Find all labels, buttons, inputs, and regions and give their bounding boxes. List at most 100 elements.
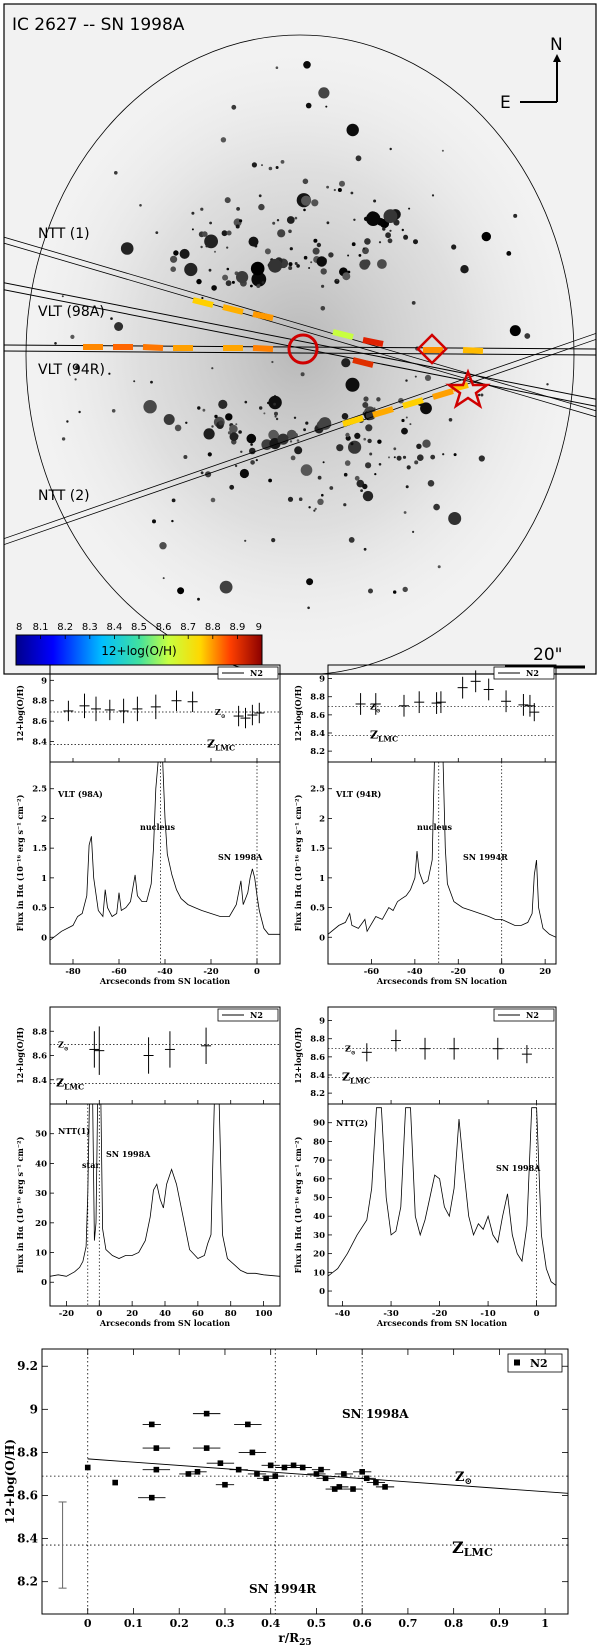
- x-tick-label: 0: [254, 967, 260, 977]
- x-axis-label: Arcseconds from SN location: [99, 976, 230, 986]
- hii-region: [300, 464, 313, 476]
- flux-y-tick-label: 2.5: [310, 785, 325, 795]
- x-tick-label: -40: [157, 967, 172, 977]
- hii-region: [292, 432, 298, 438]
- y-tick-label: 9: [30, 1402, 38, 1416]
- hii-region: [200, 207, 204, 211]
- hii-region: [383, 209, 398, 224]
- hii-region: [288, 262, 293, 267]
- x-tick-label: 0.3: [215, 1617, 234, 1630]
- abund-y-tick-label: 8.8: [310, 693, 325, 703]
- hii-region: [321, 284, 325, 288]
- hii-region: [197, 406, 201, 410]
- abund-y-tick-label: 8.8: [32, 697, 47, 707]
- hii-region: [431, 194, 435, 197]
- x-tick-label: 0.7: [398, 1617, 417, 1630]
- hii-region: [202, 231, 208, 237]
- hii-region: [329, 486, 334, 490]
- x-tick-label: -20: [203, 967, 218, 977]
- x-tick-label: 80: [225, 1309, 237, 1319]
- hii-region: [208, 268, 212, 272]
- hii-region: [108, 372, 111, 375]
- y-tick-label: 8.6: [17, 1489, 38, 1503]
- hii-region: [218, 399, 228, 409]
- nucleus-label: nucleus: [417, 822, 452, 832]
- hii-region: [268, 395, 282, 410]
- hii-region: [288, 229, 292, 234]
- hii-region: [226, 246, 229, 249]
- flux-y-tick-label: 50: [35, 1130, 47, 1140]
- zlmc-label: ZLMC: [370, 729, 398, 744]
- hii-region: [286, 216, 295, 224]
- hii-region: [402, 455, 407, 459]
- legend-marker: [514, 1359, 520, 1366]
- hii-region: [111, 409, 116, 413]
- flux-y-tick-label: 50: [313, 1194, 325, 1204]
- sn-label: SN 1998A: [496, 1163, 541, 1173]
- x-tick-label: -80: [65, 967, 80, 977]
- x-tick-label: 0: [84, 1617, 92, 1630]
- abund-y-tick-label: 8.8: [32, 1027, 47, 1037]
- hii-region: [258, 203, 265, 211]
- hii-region: [70, 334, 75, 339]
- data-point: [217, 1460, 224, 1466]
- hii-region: [367, 438, 372, 444]
- hii-region: [389, 229, 392, 232]
- hii-region: [204, 234, 219, 249]
- hii-region: [301, 195, 312, 206]
- hii-region: [389, 147, 392, 151]
- legend-box: [507, 1353, 563, 1373]
- hii-region: [120, 242, 134, 255]
- x-tick-label: -60: [111, 967, 126, 977]
- sn-label: SN 1998A: [218, 852, 263, 862]
- hii-region: [179, 248, 190, 259]
- hii-region: [294, 216, 298, 220]
- legend-box: [493, 666, 555, 680]
- hii-region: [61, 437, 66, 441]
- abund-y-tick-label: 8.4: [310, 729, 325, 739]
- hii-region: [427, 480, 435, 487]
- hii-region: [235, 224, 240, 229]
- hii-region: [377, 439, 382, 444]
- hii-region: [271, 538, 276, 543]
- data-point: [318, 1466, 324, 1473]
- hii-region: [393, 447, 397, 451]
- hii-region: [420, 402, 432, 415]
- hii-region: [308, 267, 311, 269]
- hii-region: [236, 271, 249, 284]
- hii-region: [268, 166, 273, 171]
- data-point: [84, 1464, 91, 1471]
- sn1994r-label: SN 1994R: [249, 1582, 317, 1596]
- y-tick-label: 8.4: [17, 1532, 38, 1546]
- x-tick-label: 40: [159, 1309, 171, 1319]
- hii-region: [202, 408, 206, 412]
- abund-y-axis-label: 12+log(O/H): [293, 685, 303, 742]
- x-axis-label: r/R25: [278, 1631, 311, 1648]
- data-point: [254, 1471, 260, 1477]
- data-point: [245, 1421, 251, 1428]
- abundance-dashes: [83, 297, 484, 427]
- hii-region: [197, 597, 200, 601]
- hii-region: [362, 490, 374, 502]
- data-point: [194, 1469, 201, 1475]
- x-tick-label: 0: [499, 967, 505, 977]
- hii-region: [409, 423, 412, 426]
- hii-region: [303, 255, 308, 260]
- hii-region: [238, 430, 242, 434]
- hii-region: [347, 254, 350, 257]
- zlmc-label-main: Z: [56, 1076, 64, 1089]
- hii-region: [343, 472, 348, 477]
- flux-y-tick-label: 30: [35, 1189, 47, 1199]
- spectrum-panel-vlt98a: -80 -60 -40 -20 0 Arcseconds from SN location…: [15, 664, 281, 986]
- data-point: [148, 1421, 155, 1428]
- zsun-label-sub: ⊙: [376, 709, 381, 715]
- data-point: [153, 1445, 160, 1451]
- hii-region: [289, 440, 293, 443]
- hii-region: [173, 250, 179, 256]
- hii-region: [350, 191, 354, 195]
- hii-region: [152, 519, 156, 524]
- legend-box: [217, 666, 279, 680]
- x-tick-label: 100: [255, 1309, 273, 1319]
- galaxy-diffuse-glow: [30, 50, 570, 650]
- hii-region: [368, 216, 371, 219]
